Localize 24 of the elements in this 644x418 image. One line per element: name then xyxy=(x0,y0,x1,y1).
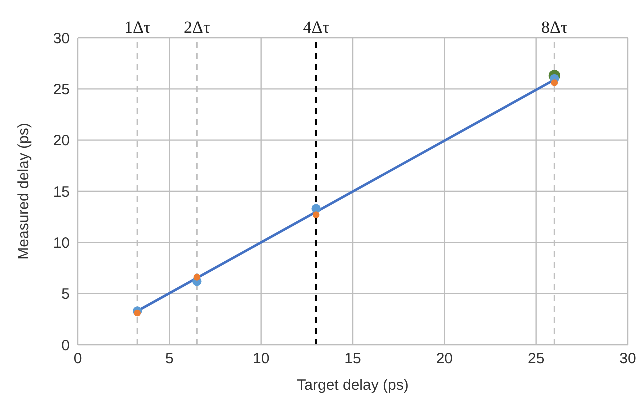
y-tick-label: 10 xyxy=(53,234,70,252)
ref-line-label: 4Δτ xyxy=(303,18,330,37)
y-axis-title: Measured delay (ps) xyxy=(15,123,32,260)
x-tick-label: 15 xyxy=(344,350,362,368)
y-tick-label: 15 xyxy=(53,184,70,201)
x-tick-label: 0 xyxy=(74,350,82,368)
ref-line-label: 8Δτ xyxy=(542,18,568,37)
y-tick-label: 20 xyxy=(53,132,70,150)
ref-line-label: 2Δτ xyxy=(184,18,210,37)
point xyxy=(312,212,320,218)
y-tick-label: 5 xyxy=(62,286,70,304)
x-axis-title: Target delay (ps) xyxy=(297,377,409,394)
x-tick-label: 5 xyxy=(165,350,174,368)
y-tick-label: 30 xyxy=(53,30,70,48)
point xyxy=(134,310,141,317)
point xyxy=(551,80,558,86)
x-tick-label: 30 xyxy=(620,350,636,368)
x-tick-label: 10 xyxy=(252,350,270,368)
y-tick-label: 0 xyxy=(62,337,70,354)
x-tick-label: 25 xyxy=(528,350,545,368)
point xyxy=(194,274,201,281)
y-tick-label: 25 xyxy=(53,81,70,98)
x-tick-label: 20 xyxy=(436,350,454,368)
ref-line-label: 1Δτ xyxy=(124,18,151,37)
